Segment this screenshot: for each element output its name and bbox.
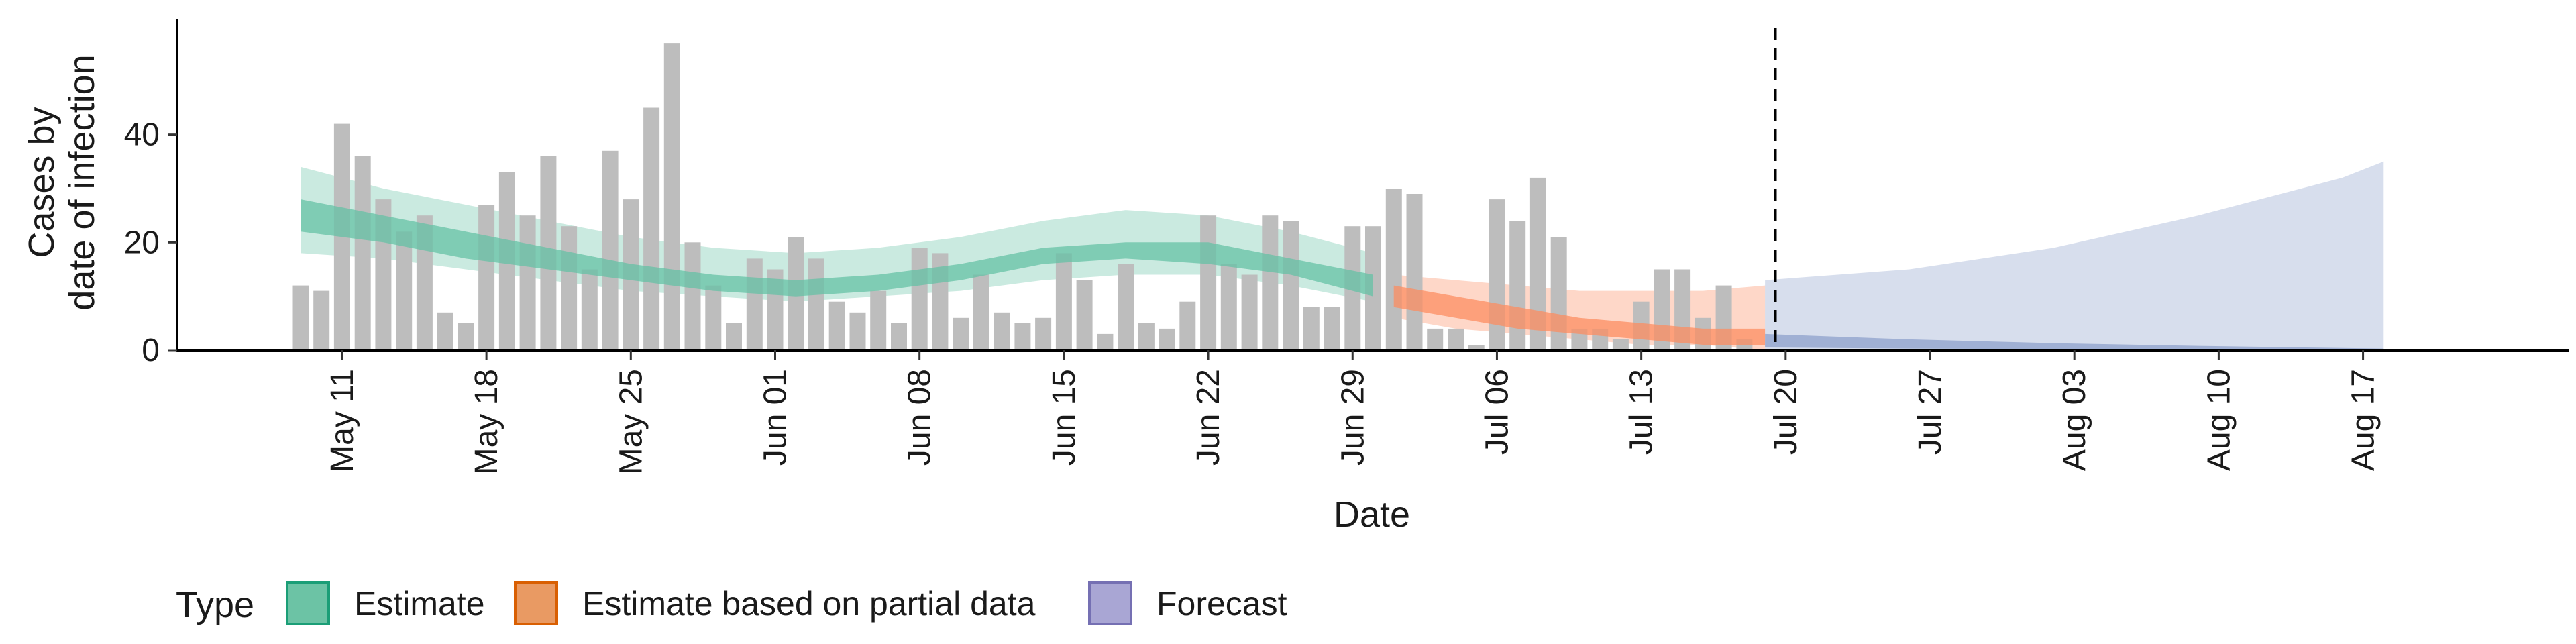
x-tick-label: May 18 bbox=[469, 369, 504, 474]
uncertainty-bands-50 bbox=[301, 199, 2384, 350]
case-bar bbox=[437, 312, 453, 350]
legend-label-partial: Estimate based on partial data bbox=[582, 585, 1036, 623]
case-bar bbox=[1303, 307, 1320, 350]
case-bar bbox=[313, 290, 330, 350]
case-bar bbox=[953, 317, 969, 350]
legend-swatch-forecast bbox=[1088, 581, 1132, 625]
x-tick-label: Jun 22 bbox=[1191, 369, 1226, 466]
legend-swatch-estimate bbox=[286, 581, 330, 625]
x-tick-label: Aug 10 bbox=[2201, 369, 2237, 471]
case-bar bbox=[684, 242, 701, 350]
band-50-forecast bbox=[1765, 333, 2384, 350]
legend-swatch-partial bbox=[514, 581, 558, 625]
y-axis-title-line-1: Cases by bbox=[21, 107, 62, 258]
case-bar bbox=[292, 285, 309, 350]
case-bar bbox=[1406, 194, 1423, 350]
x-tick-label: Jul 13 bbox=[1624, 369, 1660, 455]
x-tick-label: Jun 29 bbox=[1335, 369, 1371, 466]
plot-area bbox=[292, 28, 2384, 351]
case-bar bbox=[1118, 264, 1134, 350]
case-bar bbox=[1489, 199, 1505, 350]
case-bar bbox=[828, 301, 845, 350]
x-tick-label: Jun 15 bbox=[1046, 369, 1082, 466]
case-bar bbox=[643, 107, 660, 350]
axes: 0 20 40 May 11 May 18 May 25 Jun 01 Jun 08 Jun … bbox=[124, 19, 2569, 474]
case-bar bbox=[1014, 323, 1031, 350]
y-tick-label: 20 bbox=[124, 225, 160, 260]
legend-label-estimate: Estimate bbox=[354, 585, 485, 623]
x-axis-title: Date bbox=[1334, 494, 1410, 535]
case-bar bbox=[354, 156, 371, 351]
x-tick-label: Jul 06 bbox=[1479, 369, 1515, 455]
case-bar bbox=[1324, 307, 1340, 350]
case-bar bbox=[1241, 274, 1258, 350]
x-tick-label: May 11 bbox=[325, 369, 360, 472]
x-tick-label: May 25 bbox=[613, 369, 649, 474]
observed-case-bars bbox=[292, 43, 1753, 351]
case-bar bbox=[1550, 237, 1567, 350]
case-bar bbox=[519, 215, 536, 350]
band-50-partial bbox=[1393, 285, 1766, 345]
case-bar bbox=[1385, 189, 1402, 350]
case-bar bbox=[1035, 317, 1052, 350]
case-bar bbox=[1427, 328, 1444, 350]
case-bar bbox=[1076, 280, 1093, 350]
case-bar bbox=[1179, 301, 1196, 350]
band-90-forecast bbox=[1765, 161, 2384, 351]
case-bar bbox=[870, 290, 887, 350]
x-tick-label: Jul 20 bbox=[1768, 369, 1804, 455]
y-tick-label: 40 bbox=[124, 117, 160, 153]
x-tick-label: Aug 17 bbox=[2346, 369, 2381, 471]
case-bar bbox=[581, 269, 598, 350]
case-bar bbox=[726, 323, 742, 350]
y-axis-title-line-2: date of infection bbox=[62, 54, 102, 310]
legend-title: Type bbox=[176, 585, 254, 625]
case-bar bbox=[1468, 345, 1485, 350]
case-bar bbox=[602, 150, 619, 351]
y-ticks: 0 20 40 bbox=[124, 117, 177, 368]
y-tick-label: 0 bbox=[142, 333, 160, 368]
case-bar bbox=[973, 274, 989, 350]
case-bar bbox=[1262, 215, 1279, 350]
case-bar bbox=[396, 231, 413, 350]
case-bar bbox=[808, 258, 824, 350]
case-bar bbox=[478, 205, 495, 350]
x-tick-label: Jul 27 bbox=[1913, 369, 1948, 455]
case-bar bbox=[1448, 328, 1464, 350]
band-50-estimate bbox=[301, 199, 1373, 297]
case-bar bbox=[1138, 323, 1155, 350]
case-bar bbox=[1509, 221, 1526, 350]
case-bar bbox=[1612, 339, 1629, 350]
case-bar bbox=[994, 312, 1010, 350]
case-bar bbox=[849, 312, 866, 350]
case-bar bbox=[1220, 264, 1237, 350]
x-tick-label: Jun 08 bbox=[902, 369, 938, 466]
case-bar bbox=[1159, 328, 1175, 350]
case-bar bbox=[911, 248, 928, 350]
case-bar bbox=[458, 323, 474, 350]
case-bar bbox=[705, 285, 722, 350]
case-bar bbox=[1283, 221, 1299, 350]
x-ticks: May 11 May 18 May 25 Jun 01 Jun 08 Jun 15 Jun … bbox=[325, 350, 2381, 474]
case-bar bbox=[1097, 333, 1114, 350]
legend-label-forecast: Forecast bbox=[1157, 585, 1287, 623]
x-tick-label: Aug 03 bbox=[2057, 369, 2092, 471]
case-bar bbox=[561, 226, 578, 350]
x-tick-label: Jun 01 bbox=[758, 369, 794, 466]
case-bar bbox=[746, 258, 763, 350]
case-bar bbox=[1200, 215, 1217, 350]
case-bar bbox=[1055, 253, 1072, 350]
case-bar bbox=[891, 323, 907, 350]
legend: Type Estimate Estimate based on partial … bbox=[176, 581, 1287, 625]
case-bar bbox=[663, 43, 680, 350]
